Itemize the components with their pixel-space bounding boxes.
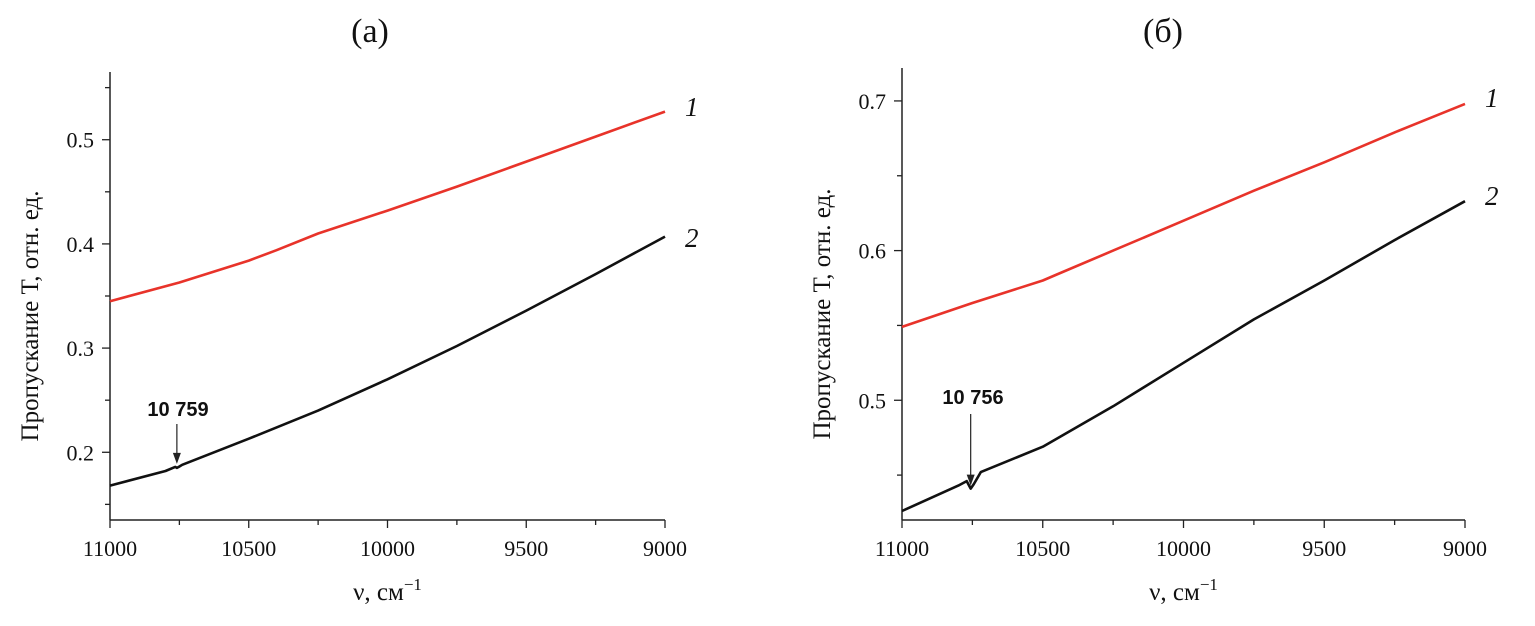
series-line-1: [109, 110, 666, 303]
x-axis-label: ν, см−1: [353, 575, 422, 606]
x-tick-label: 10000: [1156, 536, 1211, 561]
x-axis-label-main: ν, см: [353, 579, 404, 606]
series-line-2: [109, 235, 666, 487]
y-tick-label: 0.2: [67, 440, 95, 465]
series-label-2: 2: [685, 223, 699, 253]
peak-annotation: 10 759: [147, 399, 208, 421]
series-label-2: 2: [1485, 181, 1499, 211]
series-line-1: [901, 102, 1466, 329]
x-tick-label: 10500: [221, 536, 276, 561]
chart-title: (б): [1143, 13, 1183, 50]
annotation-arrow-head: [966, 474, 975, 486]
x-tick-label: 11000: [83, 536, 137, 561]
x-axis-label-superscript: −1: [404, 575, 422, 594]
x-tick-label: 9000: [643, 536, 687, 561]
y-tick-label: 0.5: [67, 128, 95, 153]
annotation-arrow-head: [172, 452, 181, 464]
series-line-2: [901, 200, 1466, 513]
y-axis-label: Пропускание Т, отн. ед.: [809, 189, 836, 440]
y-tick-label: 0.5: [859, 388, 887, 413]
x-tick-label: 9500: [504, 536, 548, 561]
x-tick-label: 10000: [360, 536, 415, 561]
x-axis-label-main: ν, см: [1149, 579, 1200, 606]
y-tick-label: 0.4: [67, 232, 95, 257]
chart-title: (а): [351, 13, 389, 50]
y-tick-label: 0.6: [859, 239, 887, 264]
x-tick-label: 11000: [875, 536, 929, 561]
x-axis-label: ν, см−1: [1149, 575, 1218, 606]
x-tick-label: 10500: [1015, 536, 1070, 561]
x-axis-label-superscript: −1: [1200, 575, 1218, 594]
y-tick-label: 0.3: [67, 336, 95, 361]
series-label-1: 1: [1485, 83, 1499, 113]
y-tick-label: 0.7: [859, 89, 887, 114]
chart-panel-a: (а) 11000 10500 10000 9500 9000 0.2 0.3 0.4 0.5 ν,…: [17, 13, 699, 606]
chart-panel-b: (б) 11000 10500 10000 9500 9000 0.5 0.6 0.7 ν, см…: [809, 13, 1499, 606]
y-axis-label: Пропускание Т, отн. ед.: [17, 191, 44, 442]
series-label-1: 1: [685, 92, 699, 122]
peak-annotation: 10 756: [942, 387, 1003, 409]
x-tick-label: 9000: [1443, 536, 1487, 561]
x-tick-label: 9500: [1302, 536, 1346, 561]
